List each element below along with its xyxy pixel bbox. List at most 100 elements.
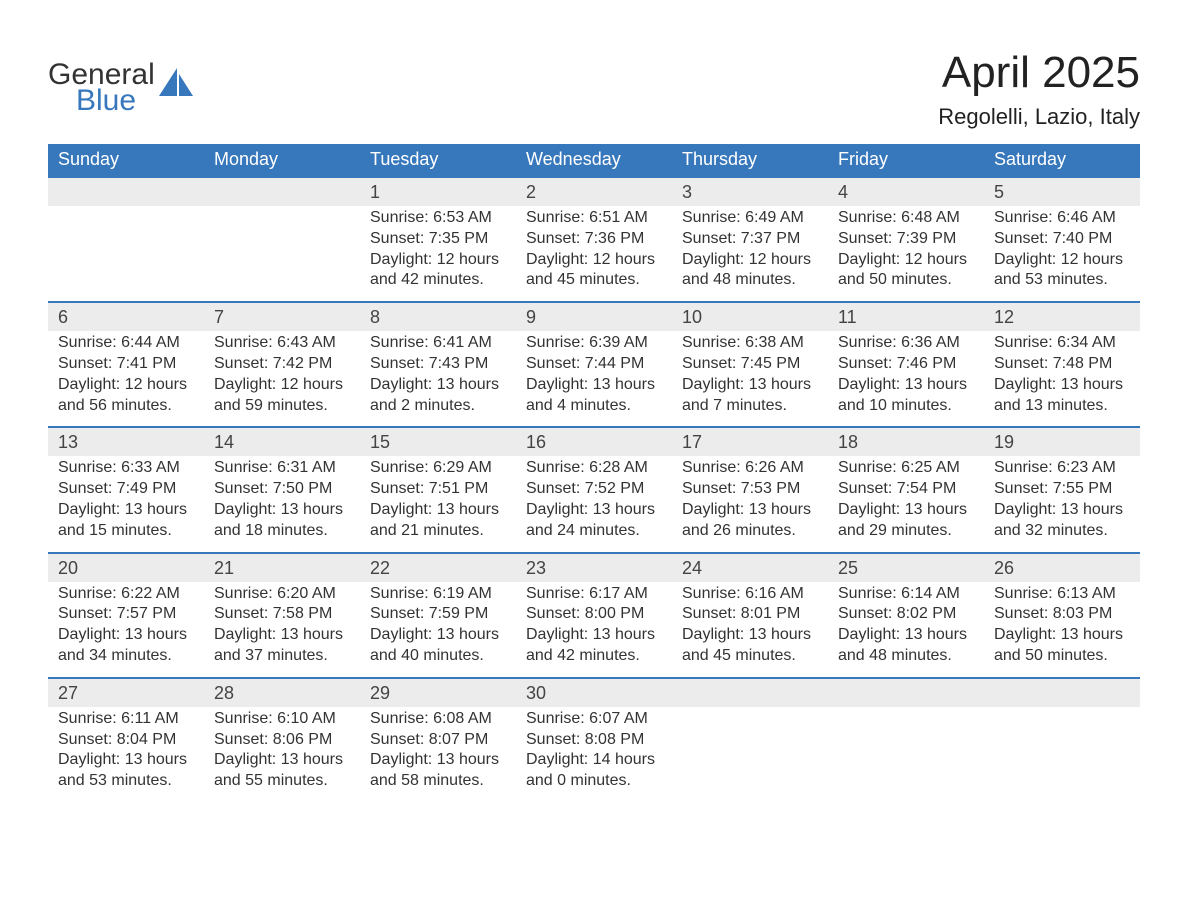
sunrise-prefix: Sunrise: [214, 710, 277, 727]
day-number: 29 [360, 679, 516, 707]
sunset-line: Sunset: 7:37 PM [682, 229, 818, 250]
daylight-line: Daylight: 13 hours and 58 minutes. [370, 750, 506, 792]
sunset-line: Sunset: 7:45 PM [682, 354, 818, 375]
sunrise-value: 6:22 AM [121, 585, 180, 602]
daylight-prefix: Daylight: [838, 376, 905, 393]
dow-label: Monday [204, 144, 360, 176]
day-number: 6 [48, 303, 204, 331]
day-body: Sunrise: 6:48 AMSunset: 7:39 PMDaylight:… [828, 206, 984, 301]
day-number: 10 [672, 303, 828, 331]
day-number [984, 679, 1140, 707]
sunset-prefix: Sunset: [838, 230, 897, 247]
week-row: 6789101112Sunrise: 6:44 AMSunset: 7:41 P… [48, 301, 1140, 426]
daylight-line: Daylight: 13 hours and 4 minutes. [526, 375, 662, 417]
sunrise-line: Sunrise: 6:38 AM [682, 333, 818, 354]
sunset-value: 7:44 PM [585, 355, 645, 372]
day-number: 1 [360, 178, 516, 206]
sunrise-prefix: Sunrise: [994, 585, 1057, 602]
days-of-week-header: SundayMondayTuesdayWednesdayThursdayFrid… [48, 144, 1140, 176]
sunset-value: 7:40 PM [1053, 230, 1113, 247]
day-number: 2 [516, 178, 672, 206]
sunset-prefix: Sunset: [214, 731, 273, 748]
daylight-line: Daylight: 13 hours and 34 minutes. [58, 625, 194, 667]
sunset-value: 7:35 PM [429, 230, 489, 247]
sunrise-value: 6:34 AM [1057, 334, 1116, 351]
sunset-prefix: Sunset: [994, 230, 1053, 247]
sunrise-prefix: Sunrise: [994, 209, 1057, 226]
sunrise-line: Sunrise: 6:14 AM [838, 584, 974, 605]
sunrise-prefix: Sunrise: [838, 459, 901, 476]
day-body-strip: Sunrise: 6:33 AMSunset: 7:49 PMDaylight:… [48, 456, 1140, 551]
dow-label: Wednesday [516, 144, 672, 176]
daylight-prefix: Daylight: [526, 376, 593, 393]
daylight-line: Daylight: 13 hours and 24 minutes. [526, 500, 662, 542]
day-body: Sunrise: 6:10 AMSunset: 8:06 PMDaylight:… [204, 707, 360, 802]
sunset-value: 7:42 PM [273, 355, 333, 372]
day-number: 25 [828, 554, 984, 582]
dow-label: Sunday [48, 144, 204, 176]
sunrise-prefix: Sunrise: [214, 334, 277, 351]
sunrise-value: 6:07 AM [589, 710, 648, 727]
sunrise-prefix: Sunrise: [214, 585, 277, 602]
sunrise-line: Sunrise: 6:23 AM [994, 458, 1130, 479]
sunset-prefix: Sunset: [838, 480, 897, 497]
sunset-prefix: Sunset: [370, 480, 429, 497]
daylight-line: Daylight: 13 hours and 32 minutes. [994, 500, 1130, 542]
sunrise-prefix: Sunrise: [526, 209, 589, 226]
sunrise-prefix: Sunrise: [838, 334, 901, 351]
day-number: 11 [828, 303, 984, 331]
sunset-line: Sunset: 7:54 PM [838, 479, 974, 500]
daylight-line: Daylight: 13 hours and 37 minutes. [214, 625, 350, 667]
daylight-line: Daylight: 12 hours and 50 minutes. [838, 250, 974, 292]
page-subtitle: Regolelli, Lazio, Italy [938, 104, 1140, 130]
daylight-line: Daylight: 12 hours and 53 minutes. [994, 250, 1130, 292]
sunset-value: 7:59 PM [429, 605, 489, 622]
daylight-prefix: Daylight: [526, 501, 593, 518]
sunset-prefix: Sunset: [58, 731, 117, 748]
day-number: 19 [984, 428, 1140, 456]
sunrise-prefix: Sunrise: [58, 710, 121, 727]
sunrise-value: 6:19 AM [433, 585, 492, 602]
daylight-prefix: Daylight: [994, 251, 1061, 268]
daylight-line: Daylight: 13 hours and 7 minutes. [682, 375, 818, 417]
sunrise-value: 6:14 AM [901, 585, 960, 602]
daylight-line: Daylight: 13 hours and 15 minutes. [58, 500, 194, 542]
sunrise-prefix: Sunrise: [370, 209, 433, 226]
day-number: 17 [672, 428, 828, 456]
sunrise-prefix: Sunrise: [682, 585, 745, 602]
sunset-line: Sunset: 7:52 PM [526, 479, 662, 500]
daylight-line: Daylight: 12 hours and 42 minutes. [370, 250, 506, 292]
sunrise-prefix: Sunrise: [682, 334, 745, 351]
sunset-line: Sunset: 7:44 PM [526, 354, 662, 375]
daylight-prefix: Daylight: [994, 501, 1061, 518]
sunrise-value: 6:43 AM [277, 334, 336, 351]
daylight-line: Daylight: 12 hours and 45 minutes. [526, 250, 662, 292]
sunrise-line: Sunrise: 6:36 AM [838, 333, 974, 354]
day-body: Sunrise: 6:49 AMSunset: 7:37 PMDaylight:… [672, 206, 828, 301]
sunset-prefix: Sunset: [214, 355, 273, 372]
sunrise-line: Sunrise: 6:48 AM [838, 208, 974, 229]
sunset-prefix: Sunset: [838, 355, 897, 372]
sunrise-value: 6:49 AM [745, 209, 804, 226]
day-number: 13 [48, 428, 204, 456]
sunset-line: Sunset: 7:58 PM [214, 604, 350, 625]
sunrise-value: 6:28 AM [589, 459, 648, 476]
sunset-prefix: Sunset: [370, 731, 429, 748]
day-number: 4 [828, 178, 984, 206]
sunset-line: Sunset: 8:00 PM [526, 604, 662, 625]
sunrise-line: Sunrise: 6:53 AM [370, 208, 506, 229]
sunset-value: 7:43 PM [429, 355, 489, 372]
dow-label: Thursday [672, 144, 828, 176]
sunrise-value: 6:29 AM [433, 459, 492, 476]
sunset-value: 7:36 PM [585, 230, 645, 247]
sunset-line: Sunset: 7:53 PM [682, 479, 818, 500]
sunrise-value: 6:26 AM [745, 459, 804, 476]
sunset-prefix: Sunset: [58, 480, 117, 497]
sunrise-line: Sunrise: 6:13 AM [994, 584, 1130, 605]
daylight-prefix: Daylight: [58, 751, 125, 768]
daylight-prefix: Daylight: [526, 626, 593, 643]
day-body: Sunrise: 6:44 AMSunset: 7:41 PMDaylight:… [48, 331, 204, 426]
sunrise-prefix: Sunrise: [994, 459, 1057, 476]
sunset-line: Sunset: 8:06 PM [214, 730, 350, 751]
sunrise-prefix: Sunrise: [370, 710, 433, 727]
